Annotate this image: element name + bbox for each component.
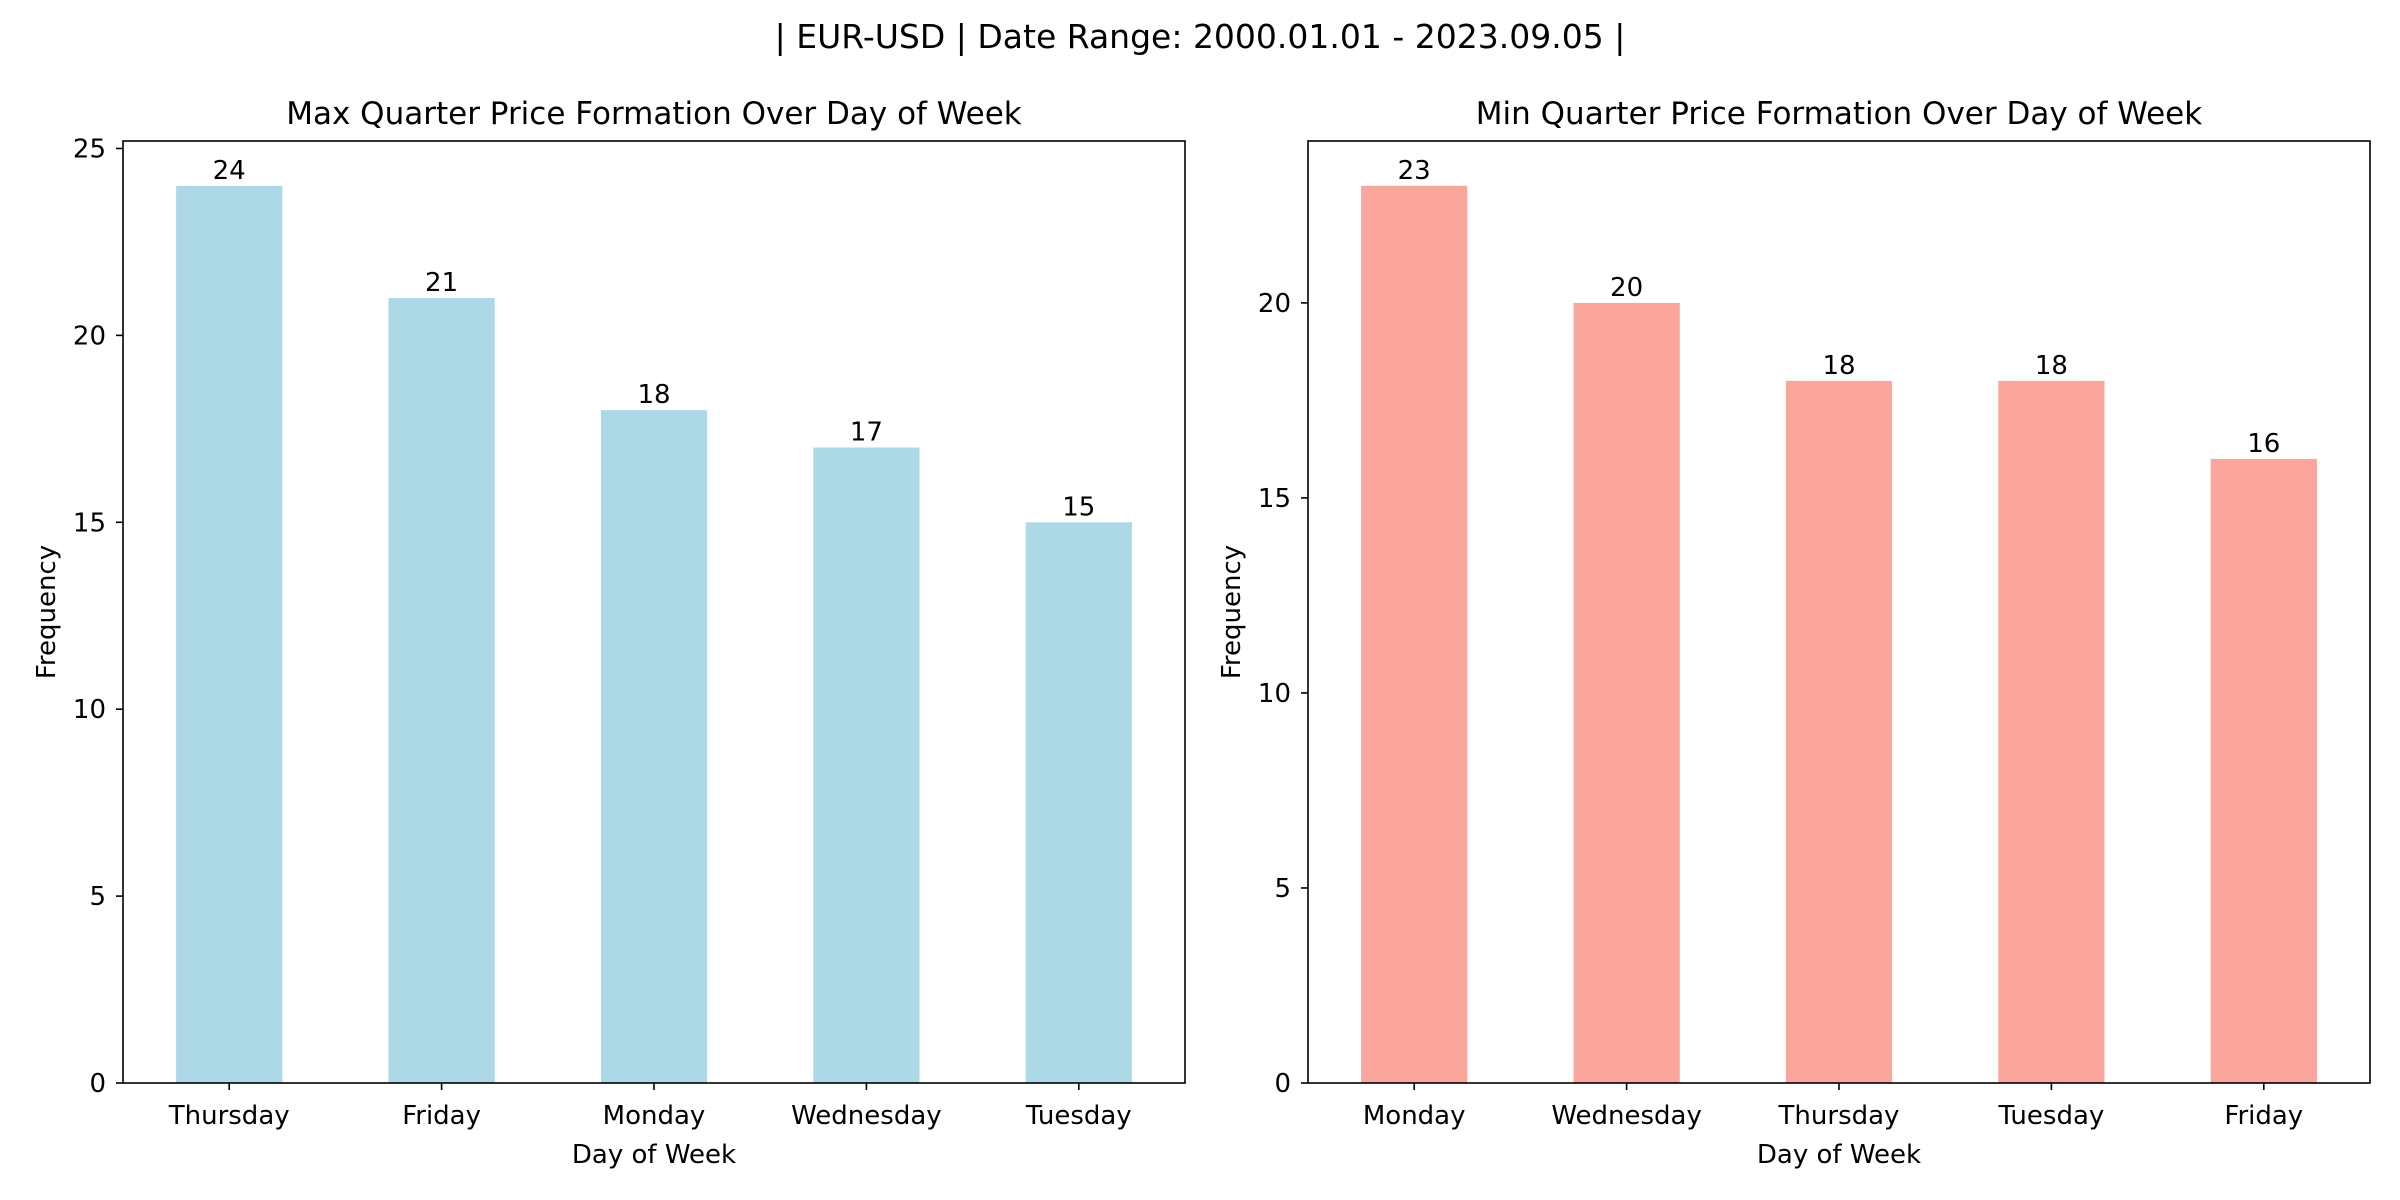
min-x-tick-label: Tuesday <box>1998 1101 2105 1131</box>
min-bar-value-label: 23 <box>1398 156 1431 186</box>
min-axes-frame <box>1307 140 2371 1084</box>
min-bar-value-label: 16 <box>2247 429 2280 459</box>
max-x-axis-label: Day of Week <box>572 1140 736 1170</box>
min-bar-thursday <box>1785 380 1893 1083</box>
max-y-tick-label: 20 <box>73 321 106 351</box>
min-x-tick-label: Thursday <box>1778 1101 1900 1131</box>
max-x-tick-label: Thursday <box>168 1101 290 1131</box>
max-y-tick-label: 25 <box>73 134 106 164</box>
figure-suptitle: | EUR-USD | Date Range: 2000.01.01 - 202… <box>775 17 1626 56</box>
min-chart-panel: 23 Monday 20 Wednesday 18 Thursday 18 Tuesday 16… <box>1217 96 2371 1170</box>
max-axes-frame <box>122 140 1186 1084</box>
min-bar-tuesday <box>1998 380 2105 1083</box>
min-bar-value-label: 18 <box>2035 351 2068 381</box>
max-y-axis-label: Frequency <box>32 545 62 679</box>
max-y-tick-label: 5 <box>89 882 106 912</box>
max-bar-value-label: 24 <box>213 156 246 186</box>
max-bar-value-label: 15 <box>1062 492 1095 522</box>
min-x-tick-label: Wednesday <box>1551 1101 1702 1131</box>
max-bar-thursday <box>176 185 283 1084</box>
max-bar-value-label: 18 <box>637 380 670 410</box>
max-chart-title: Max Quarter Price Formation Over Day of … <box>286 96 1022 132</box>
min-bar-value-label: 20 <box>1610 273 1643 303</box>
min-y-tick-label: 5 <box>1274 874 1291 904</box>
min-x-tick-label: Friday <box>2224 1101 2303 1131</box>
min-bar-monday <box>1361 185 1468 1084</box>
min-bar-value-label: 18 <box>1822 351 1855 381</box>
max-bar-friday <box>388 298 495 1083</box>
min-y-tick-label: 10 <box>1258 679 1291 709</box>
max-bar-value-label: 21 <box>425 268 458 298</box>
max-x-tick-label: Tuesday <box>1025 1101 1132 1131</box>
max-x-tick-label: Wednesday <box>791 1101 942 1131</box>
min-y-tick-label: 15 <box>1258 484 1291 514</box>
max-y-tick-label: 15 <box>73 508 106 538</box>
max-bar-tuesday <box>1025 522 1132 1083</box>
max-y-tick-label: 0 <box>89 1069 106 1099</box>
max-bar-value-label: 17 <box>850 418 883 448</box>
max-bar-wednesday <box>813 447 920 1083</box>
min-bar-wednesday <box>1573 302 1680 1083</box>
max-x-tick-label: Friday <box>402 1101 481 1131</box>
max-x-tick-label: Monday <box>603 1101 706 1131</box>
min-chart-title: Min Quarter Price Formation Over Day of … <box>1476 96 2202 132</box>
max-chart-panel: 24 Thursday 21 Friday 18 Monday 17 Wednesday 15 T… <box>32 96 1186 1170</box>
min-y-axis-label: Frequency <box>1217 545 1247 679</box>
max-bar-monday <box>600 410 708 1083</box>
min-y-tick-label: 20 <box>1258 289 1291 319</box>
max-y-tick-label: 10 <box>73 695 106 725</box>
min-x-axis-label: Day of Week <box>1757 1140 1921 1170</box>
min-y-tick-label: 0 <box>1274 1069 1291 1099</box>
min-x-tick-label: Monday <box>1363 1101 1466 1131</box>
min-bar-friday <box>2210 458 2317 1083</box>
